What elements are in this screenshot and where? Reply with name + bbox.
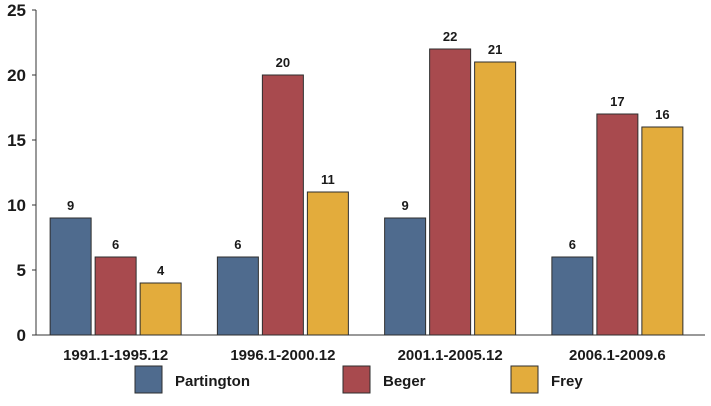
bar-partington (216, 256, 259, 336)
data-label: 22 (443, 29, 457, 44)
y-tick-label: 10 (7, 196, 26, 215)
legend-label-partington: Partington (175, 373, 250, 390)
legend-label-frey: Frey (551, 373, 583, 390)
bar-beger (429, 48, 472, 336)
data-label: 16 (655, 107, 669, 122)
x-category-label: 1996.1-2000.12 (230, 347, 335, 364)
data-label: 6 (234, 237, 241, 252)
bar-beger (261, 74, 304, 336)
data-label: 20 (276, 55, 290, 70)
data-label: 21 (488, 42, 502, 57)
bar-frey (306, 191, 349, 336)
data-label: 6 (112, 237, 119, 252)
bar-frey (641, 126, 684, 336)
data-label: 11 (321, 172, 335, 187)
bar-partington (551, 256, 594, 336)
legend-label-beger: Beger (383, 373, 426, 390)
bar-frey (139, 282, 182, 336)
bar-beger (596, 113, 639, 336)
y-tick-label: 25 (7, 1, 26, 20)
data-label: 4 (157, 263, 165, 278)
y-tick-label: 0 (17, 326, 26, 345)
y-tick-label: 20 (7, 66, 26, 85)
bar-beger (94, 256, 137, 336)
data-label: 9 (402, 198, 409, 213)
data-label: 17 (610, 94, 624, 109)
legend-swatch-frey (510, 365, 539, 394)
x-category-label: 2001.1-2005.12 (398, 347, 503, 364)
x-category-label: 1991.1-1995.12 (63, 347, 168, 364)
data-label: 9 (67, 198, 74, 213)
data-label: 6 (569, 237, 576, 252)
x-category-label: 2006.1-2009.6 (569, 347, 666, 364)
bar-partington (384, 217, 427, 336)
bar-partington (49, 217, 92, 336)
legend-swatch-beger (342, 365, 371, 394)
bar-frey (474, 61, 517, 336)
legend-swatch-partington (134, 365, 163, 394)
y-tick-label: 15 (7, 131, 26, 150)
y-tick-label: 5 (17, 261, 26, 280)
